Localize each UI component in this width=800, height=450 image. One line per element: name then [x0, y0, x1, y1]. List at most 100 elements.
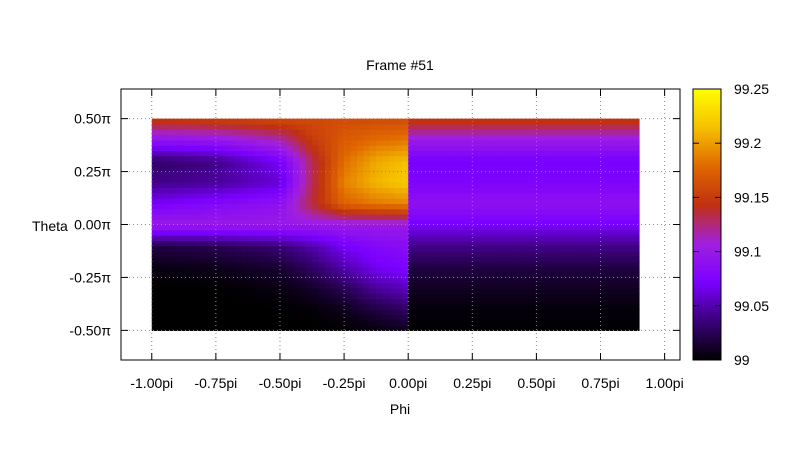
heat-cell: [610, 208, 621, 215]
heat-cell: [183, 208, 191, 215]
heat-cell: [177, 266, 185, 273]
heat-cell: [267, 155, 275, 162]
heat-cell: [254, 309, 262, 316]
heat-cell: [401, 224, 409, 231]
heat-cell: [356, 250, 364, 257]
heat-cell: [465, 219, 477, 226]
heat-cell: [203, 235, 211, 241]
heat-cell: [305, 250, 313, 257]
heat-cell: [344, 192, 352, 199]
heat-cell: [382, 272, 390, 279]
heat-cell: [203, 155, 211, 162]
heat-cell: [305, 277, 313, 284]
heat-cell: [337, 123, 345, 130]
heat-cell: [286, 134, 294, 141]
heat-cell: [312, 298, 320, 305]
heat-cell: [590, 229, 602, 236]
heat-cell: [542, 298, 554, 305]
heat-cell: [331, 288, 339, 294]
heat-cell: [299, 139, 307, 146]
heat-cell: [485, 176, 496, 183]
heat-cell: [363, 325, 371, 331]
heat-cell: [190, 261, 198, 268]
heat-cell: [292, 187, 300, 194]
heat-cell: [228, 129, 236, 136]
heat-cell: [619, 166, 630, 173]
heat-cell: [427, 219, 438, 226]
heat-cell: [331, 245, 339, 252]
heat-cell: [408, 229, 419, 236]
heat-cell: [337, 245, 345, 252]
heat-cell: [267, 219, 275, 226]
heat-cell: [158, 139, 166, 146]
heat-cell: [523, 288, 534, 294]
heat-cell: [417, 319, 429, 326]
heat-cell: [247, 309, 255, 316]
heat-cell: [552, 309, 563, 316]
heat-cell: [190, 129, 198, 136]
heat-cell: [619, 155, 630, 162]
heat-cell: [318, 261, 326, 268]
heat-cell: [542, 129, 554, 136]
heat-cell: [356, 123, 364, 130]
heat-cell: [279, 288, 287, 294]
heat-cell: [312, 235, 320, 241]
heat-cell: [437, 309, 448, 316]
heat-cell: [318, 325, 326, 331]
heat-cell: [533, 192, 544, 199]
heat-cell: [299, 123, 307, 130]
heat-cell: [190, 229, 198, 236]
heat-cell: [401, 187, 409, 194]
heat-cell: [158, 224, 166, 231]
heat-cell: [279, 219, 287, 226]
heat-cell: [465, 150, 477, 157]
heat-cell: [590, 245, 602, 252]
heat-cell: [382, 256, 390, 263]
heat-cell: [254, 160, 262, 167]
heat-cell: [533, 187, 544, 194]
heat-cell: [222, 245, 230, 252]
heat-cell: [590, 166, 602, 173]
heat-cell: [312, 261, 320, 268]
heat-cell: [581, 288, 592, 294]
heat-cell: [446, 314, 457, 321]
heat-cell: [562, 288, 573, 294]
heat-cell: [363, 208, 371, 215]
heat-cell: [427, 314, 438, 321]
heat-cell: [222, 213, 230, 220]
heat-cell: [417, 118, 429, 125]
heat-cell: [629, 261, 640, 268]
heat-cell: [215, 182, 223, 189]
heat-cell: [177, 118, 185, 125]
heat-cell: [331, 118, 339, 125]
heat-cell: [504, 229, 515, 236]
heat-cell: [273, 277, 281, 284]
heat-cell: [299, 208, 307, 215]
heat-cell: [388, 198, 396, 204]
heat-cell: [273, 182, 281, 189]
heat-cell: [273, 176, 281, 183]
heat-cell: [562, 182, 573, 189]
heat-cell: [523, 250, 534, 257]
heat-cell: [171, 176, 179, 183]
heat-cell: [318, 203, 326, 210]
heat-cell: [401, 160, 409, 167]
heat-cell: [571, 256, 582, 263]
heat-cell: [401, 250, 409, 257]
heat-cell: [504, 134, 515, 141]
heat-cell: [494, 240, 505, 247]
heat-cell: [260, 245, 268, 252]
heat-cell: [222, 150, 230, 157]
heat-cell: [196, 293, 204, 300]
heat-cell: [171, 303, 179, 310]
heat-cell: [267, 229, 275, 236]
heat-cell: [324, 198, 332, 204]
heat-cell: [228, 187, 236, 194]
heat-cell: [590, 266, 602, 273]
heat-cell: [324, 213, 332, 220]
heat-cell: [629, 160, 640, 167]
heat-cell: [222, 298, 230, 305]
heat-cell: [279, 266, 287, 273]
heat-cell: [629, 198, 640, 204]
heat-cell: [183, 298, 191, 305]
